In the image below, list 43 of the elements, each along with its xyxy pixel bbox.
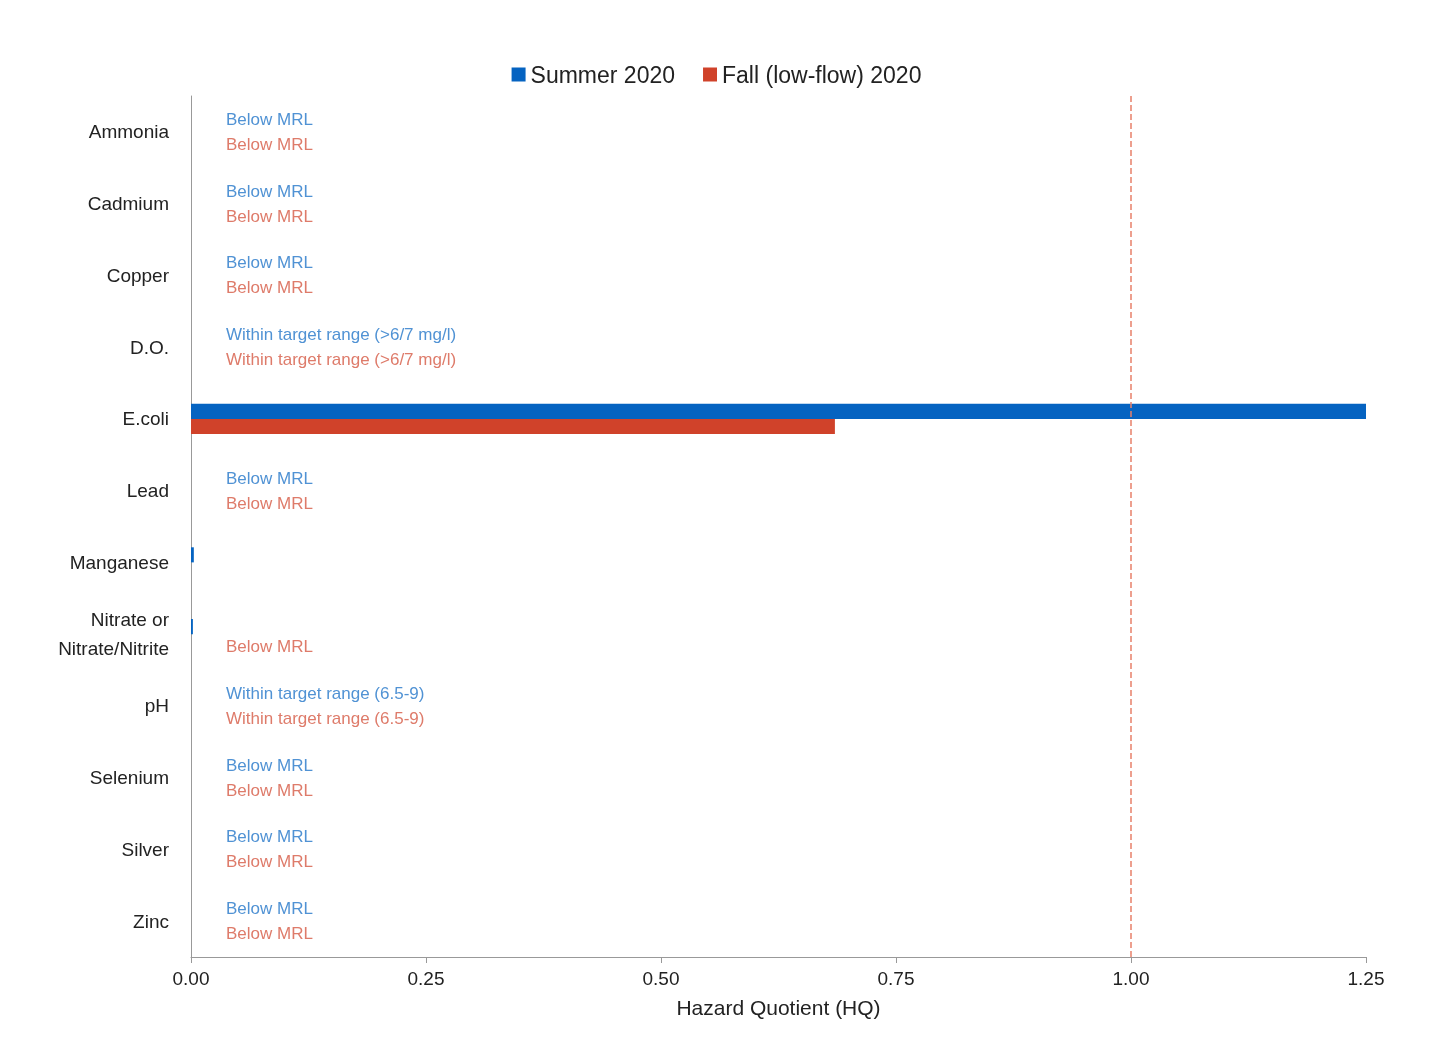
y-tick-label: D.O. (129, 336, 169, 358)
data-label: Below MRL (226, 827, 313, 847)
y-tick-label: Selenium (89, 767, 169, 789)
data-label: Below MRL (226, 278, 313, 298)
data-label: Below MRL (226, 755, 313, 775)
bar (191, 403, 1366, 419)
y-tick-label: E.coli (122, 408, 169, 430)
data-label: Below MRL (226, 134, 313, 154)
data-label: Within target range (>6/7 mg/l) (226, 350, 457, 370)
data-label: Below MRL (226, 637, 313, 657)
y-tick-label: Ammonia (88, 121, 170, 143)
legend-label: Summer 2020 (530, 61, 676, 88)
x-tick-label: 0.75 (877, 968, 915, 989)
y-tick-label: Nitrate or Nitrate/Nitrite (58, 609, 170, 660)
x-axis-title: Hazard Quotient (HQ) (676, 996, 881, 1019)
data-label: Below MRL (226, 109, 313, 129)
y-tick-label: Copper (106, 264, 170, 286)
data-label: Below MRL (226, 924, 313, 944)
data-label: Below MRL (226, 780, 313, 800)
y-tick-label: Cadmium (87, 193, 169, 215)
bar (191, 418, 835, 434)
legend-label: Fall (low-flow) 2020 (722, 61, 922, 88)
y-tick-label: Silver (121, 838, 170, 860)
data-label: Below MRL (226, 253, 313, 273)
x-tick-label: 1.00 (1112, 968, 1150, 989)
data-label: Below MRL (226, 181, 313, 201)
data-label: Below MRL (226, 468, 313, 488)
data-label: Within target range (6.5-9) (226, 683, 425, 703)
data-label: Below MRL (226, 852, 313, 872)
x-tick-label: 0.00 (172, 968, 210, 989)
bar (191, 547, 194, 563)
x-tick-label: 0.50 (642, 968, 680, 989)
x-tick-label: 0.25 (407, 968, 445, 989)
y-tick-label: Manganese (69, 551, 169, 573)
data-label: Within target range (>6/7 mg/l) (226, 325, 457, 345)
data-label: Within target range (6.5-9) (226, 708, 425, 728)
y-tick-label: pH (144, 695, 169, 717)
data-label: Below MRL (226, 206, 313, 226)
data-label: Below MRL (226, 493, 313, 513)
x-tick-label: 1.25 (1347, 968, 1385, 989)
data-label: Below MRL (226, 899, 313, 919)
y-tick-label: Lead (126, 480, 169, 502)
y-tick-label: Zinc (133, 910, 169, 932)
